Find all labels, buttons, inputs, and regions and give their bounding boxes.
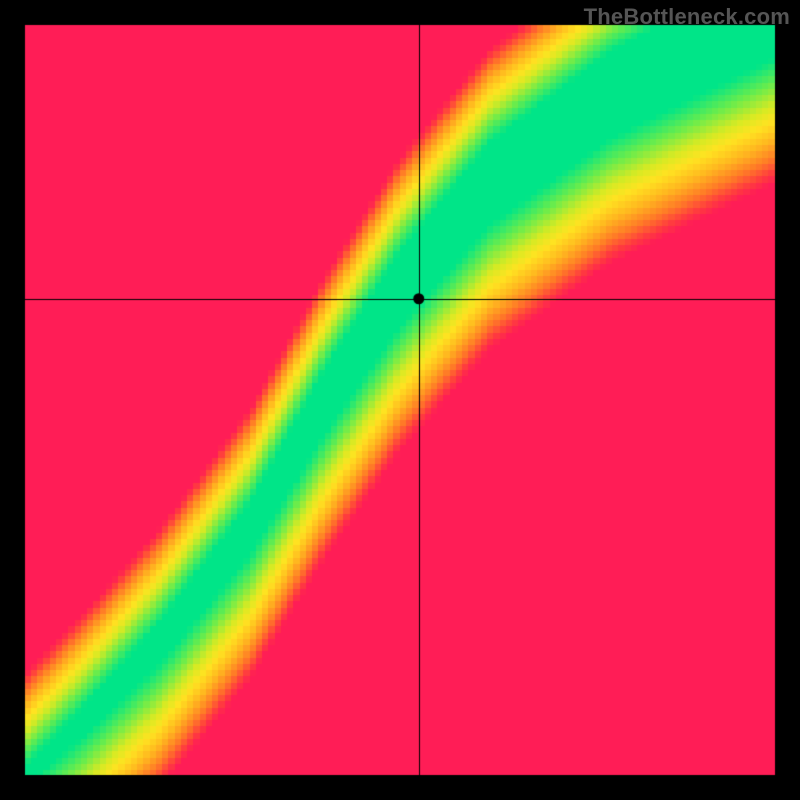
chart-container: TheBottleneck.com [0,0,800,800]
bottleneck-heatmap [0,0,800,800]
attribution-label: TheBottleneck.com [584,4,790,30]
